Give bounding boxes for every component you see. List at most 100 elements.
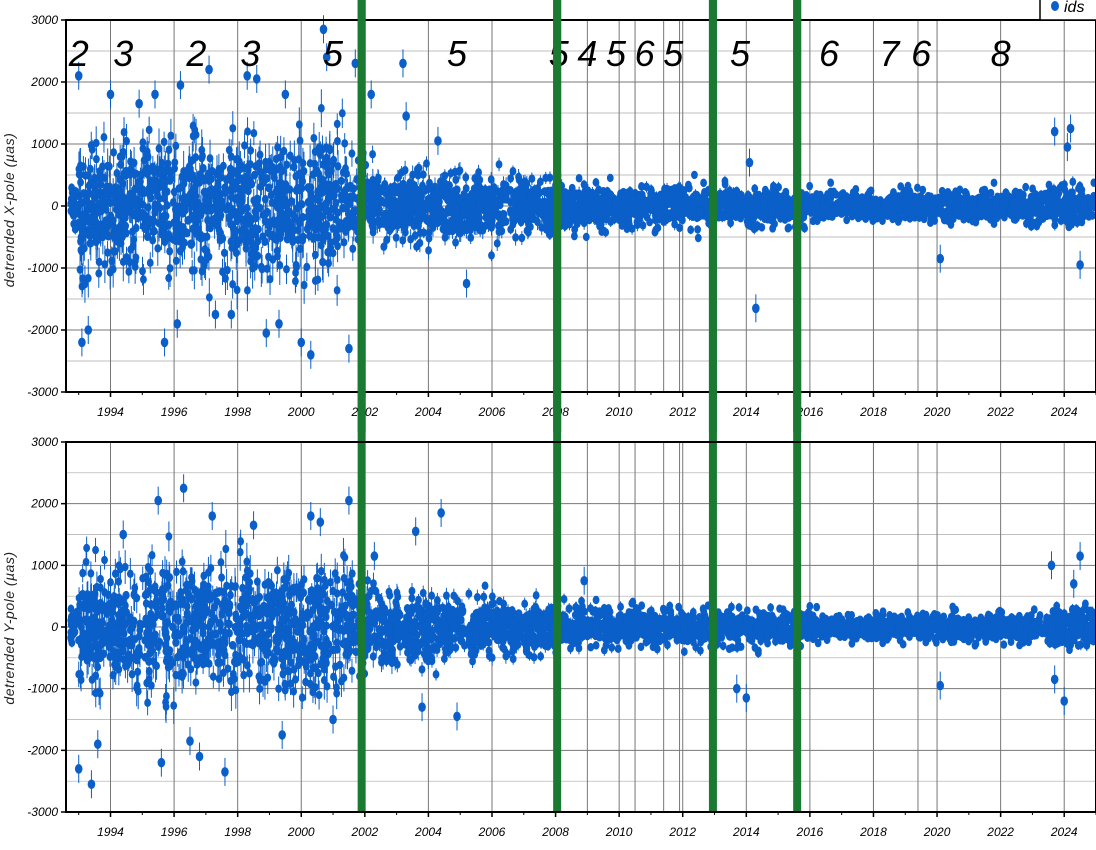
data-point [383,235,391,244]
data-point [310,133,318,143]
data-point [123,253,130,262]
data-point [126,189,134,199]
data-point [452,175,460,185]
data-point [229,124,237,133]
data-point [139,266,146,276]
data-point [76,265,84,274]
data-point [671,184,679,193]
data-point [296,136,304,145]
data-point [592,178,600,187]
data-point [274,143,282,152]
data-point [495,160,503,169]
data-point [85,171,92,180]
data-point [317,104,325,113]
data-point [476,175,484,185]
data-point [518,233,526,243]
data-point [652,225,660,235]
data-point [340,238,348,247]
data-point [79,274,87,283]
data-point [638,182,645,191]
data-point [206,154,214,163]
data-point [252,243,259,252]
data-point [409,170,417,179]
data-point [140,275,147,284]
data-point [244,127,251,136]
data-point [205,293,213,302]
data-point [123,136,130,146]
data-point [176,246,184,256]
data-point [618,221,626,230]
data-point [694,225,701,234]
data-cloud [67,15,1096,369]
data-point [456,166,464,175]
data-point [633,217,641,227]
data-point [333,286,341,295]
data-point [132,256,139,266]
data-point [1069,188,1076,197]
data-point [990,178,998,188]
data-point [158,158,166,168]
data-point [203,247,211,256]
data-point [843,215,851,225]
data-point [86,239,94,248]
data-point [276,261,284,270]
data-point [338,109,346,118]
data-point [1022,182,1030,192]
data-point [145,125,153,135]
data-point [248,249,255,258]
data-point [166,264,174,273]
data-point [79,162,87,171]
data-point [691,170,698,180]
data-point [297,200,305,209]
data-point [165,273,173,283]
data-point [495,227,503,237]
data-point [348,149,356,158]
data-point [919,185,927,195]
data-point [190,266,198,275]
data-point [225,145,233,155]
data-point [527,222,534,232]
data-point [407,235,415,244]
data-point [970,215,977,225]
data-point [425,234,433,243]
data-point [250,128,258,138]
data-point [782,187,790,197]
data-point [167,131,175,140]
data-point [110,148,118,157]
data-point [507,174,515,183]
data-point [172,256,180,266]
data-point [291,277,299,286]
data-point [487,175,495,184]
data-point [319,258,327,267]
data-point [151,202,159,211]
data-point [423,159,430,168]
data-point [77,178,84,187]
data-point [685,183,693,193]
data-point [163,201,171,210]
data-point [679,215,686,225]
data-point [419,170,427,179]
data-point [721,180,729,189]
data-point [104,248,111,257]
data-point [380,242,388,251]
data-point [509,167,517,176]
data-point [233,285,241,295]
data-point [97,180,104,189]
data-point [445,226,453,236]
data-point [528,174,536,183]
data-point [570,231,578,241]
data-point [462,173,470,182]
data-point [170,187,178,197]
data-point [493,239,501,248]
data-point [980,185,988,195]
data-point [172,141,180,151]
data-point [329,205,337,214]
data-point [105,162,113,171]
data-point [171,158,179,167]
data-point [208,174,215,184]
data-point [413,242,421,251]
data-point [452,238,459,247]
data-point [687,225,695,234]
data-point [266,274,274,284]
data-point [830,187,838,196]
